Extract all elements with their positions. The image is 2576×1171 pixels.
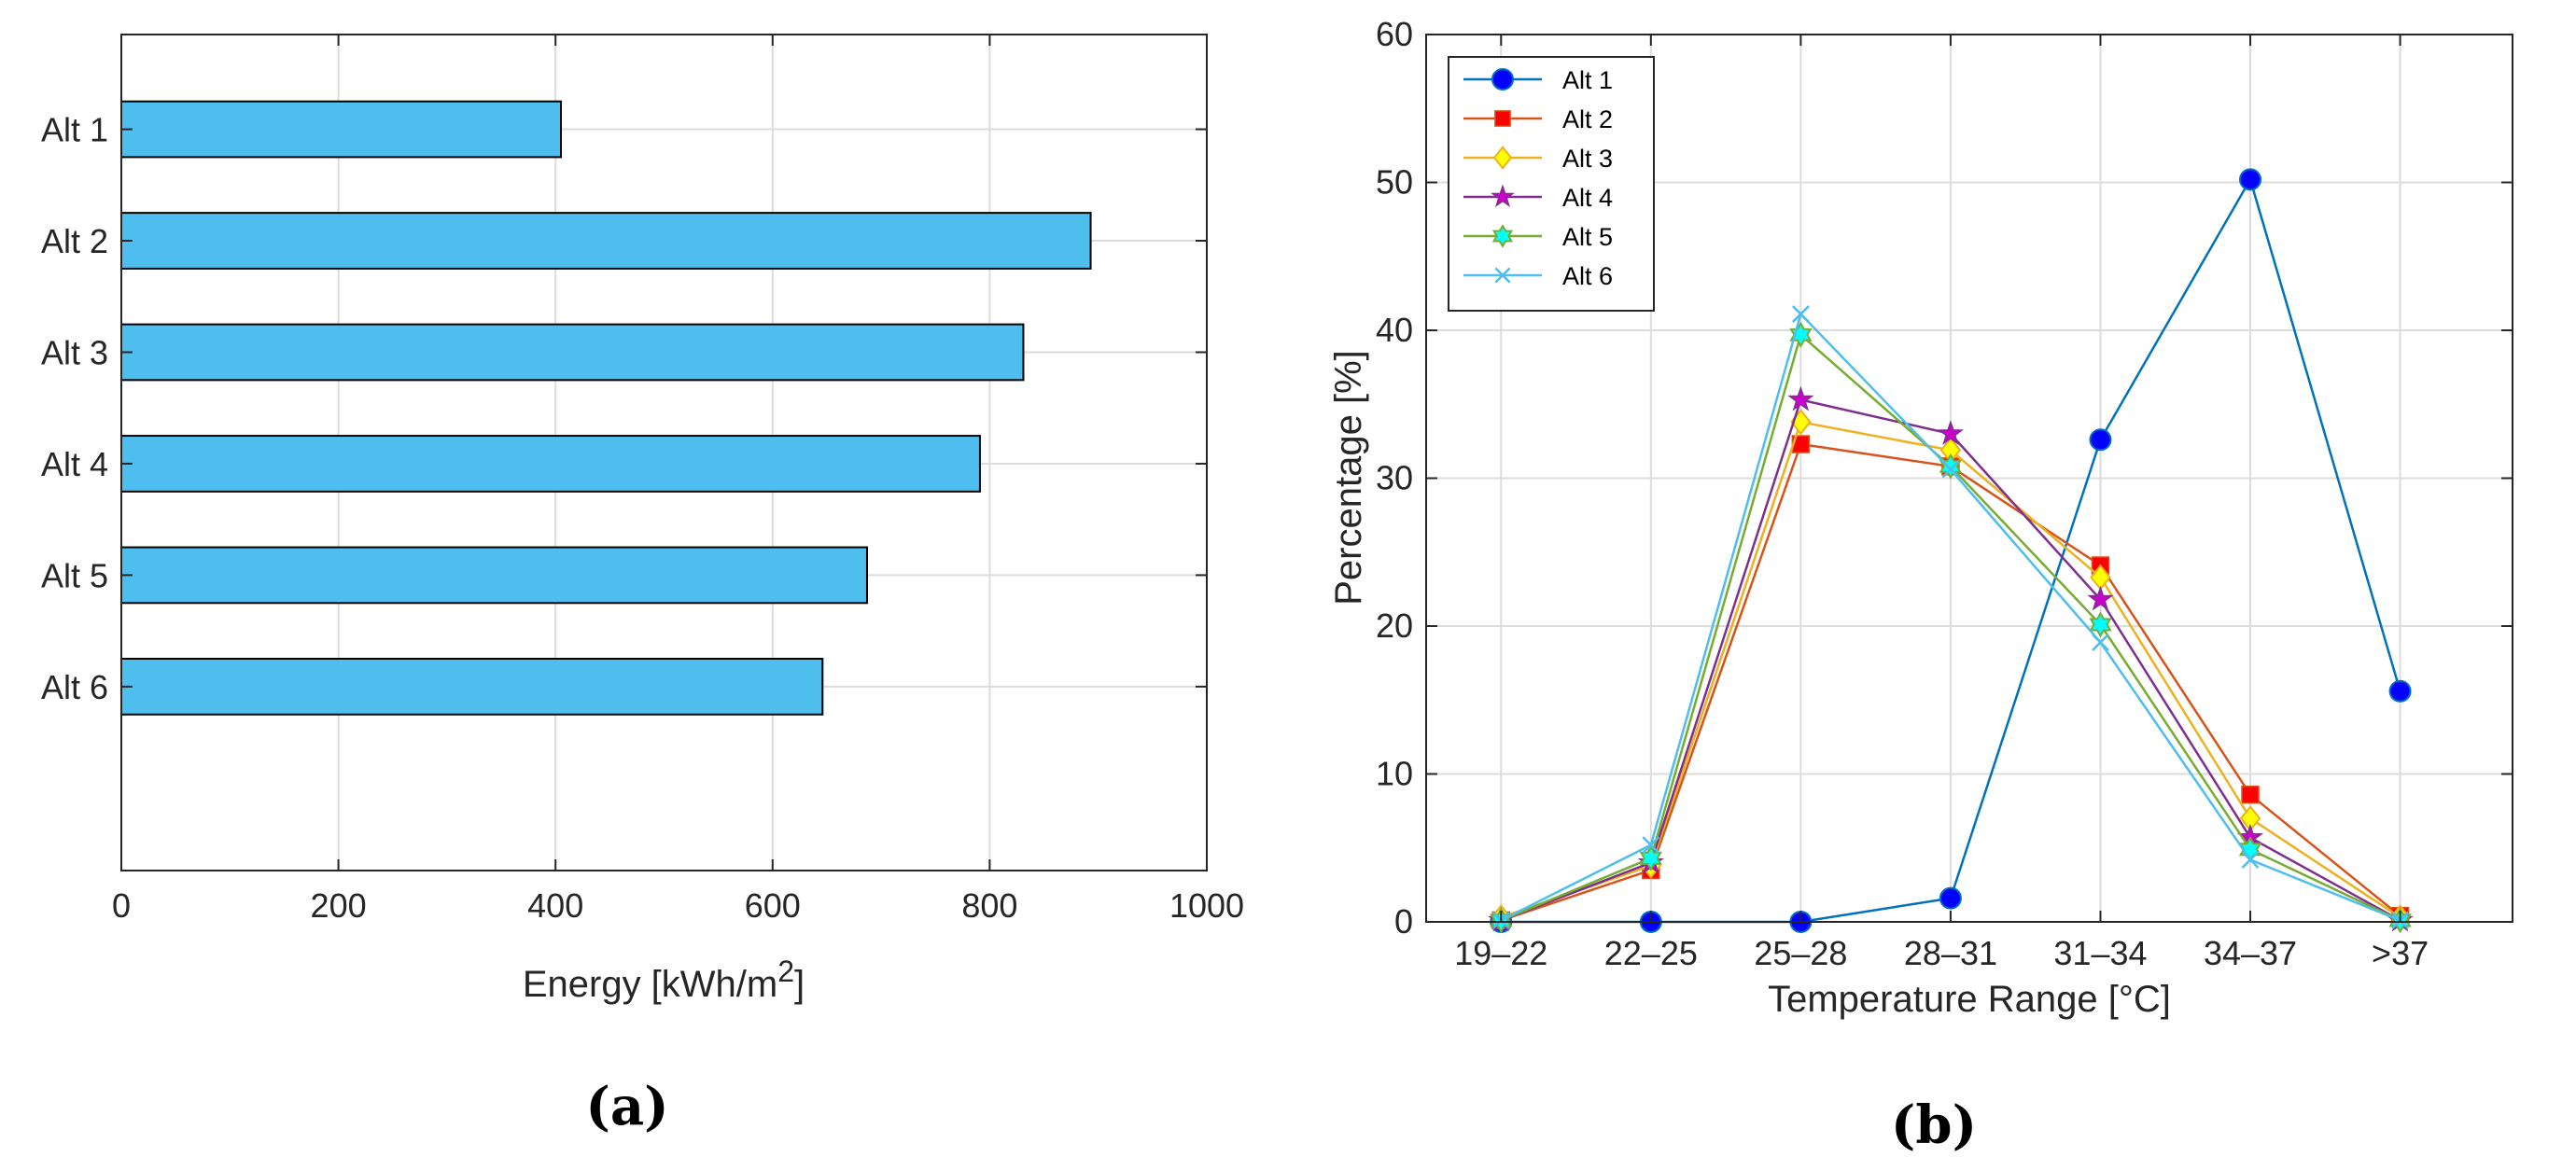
- y-tick-label: Alt 4: [41, 445, 108, 483]
- data-point-marker: [1639, 844, 1662, 871]
- data-point-marker: [1787, 385, 1814, 411]
- energy-bar-chart: 0 200 400 600 800 1000 Alt 1 Alt 2 Alt 3 Alt 4 Alt…: [41, 34, 1244, 1137]
- marker-stroke: [1791, 305, 1810, 323]
- y-tick-label: 40: [1376, 311, 1413, 349]
- line-chart-ticks: 0 10 20 30 40 50 60 19–22 22–25 25–28 28–31 31–34 34…: [1376, 15, 2513, 972]
- y-tick-label: Alt 3: [41, 333, 108, 371]
- y-tick-label: 0: [1394, 902, 1413, 941]
- data-point-marker: [1642, 836, 1660, 854]
- bar-chart-x-axis-label: Energy [kWh/m2]: [523, 955, 805, 1005]
- legend-entry: Alt 5: [1463, 223, 1613, 251]
- bar: [120, 546, 868, 605]
- x-tick-label: 22–25: [1604, 934, 1698, 972]
- legend-label: Alt 3: [1562, 145, 1613, 173]
- y-tick-label: 60: [1376, 15, 1413, 53]
- line-chart-x-axis-label: Temperature Range [°C]: [1768, 979, 2171, 1020]
- data-point-marker: [2241, 851, 2260, 869]
- y-tick-label: 50: [1376, 163, 1413, 202]
- panel-label-b: (b): [1891, 1094, 1977, 1156]
- data-point-marker: [2089, 611, 2112, 638]
- x-tick-label: 200: [311, 886, 367, 925]
- y-tick-label: Alt 2: [41, 222, 108, 260]
- marker-stroke: [1642, 836, 1660, 854]
- x-tick-label: 31–34: [2053, 934, 2147, 972]
- legend-label: Alt 5: [1562, 223, 1613, 251]
- data-point-marker: [1494, 267, 1511, 284]
- y-tick-label: 30: [1376, 459, 1413, 497]
- x-tick-label: 25–28: [1754, 934, 1847, 972]
- x-tick-label: 28–31: [1904, 934, 1997, 972]
- x-tick-label: 0: [112, 886, 131, 925]
- legend-entry: Alt 3: [1463, 145, 1613, 173]
- line-chart-legend: Alt 1 Alt 2 Alt 3 Alt 4 Alt 5 Alt 6: [1448, 56, 1655, 312]
- marker-stroke: [2092, 634, 2109, 651]
- marker-stroke: [1941, 460, 1960, 479]
- marker-stroke: [1494, 267, 1511, 284]
- x-tick-label: 1000: [1169, 886, 1244, 925]
- legend-entry: Alt 2: [1463, 105, 1613, 133]
- data-point-marker: [2092, 634, 2109, 651]
- data-point-marker: [2087, 585, 2114, 611]
- legend-label: Alt 4: [1562, 184, 1613, 212]
- data-point-marker: [1491, 184, 1515, 207]
- legend-entry: Alt 4: [1463, 184, 1613, 212]
- bar-chart-frame: [120, 34, 1208, 871]
- panel-label-a: (a): [585, 1076, 668, 1137]
- data-point-marker: [1491, 224, 1514, 248]
- bar-chart-bars: [120, 100, 1092, 716]
- bar: [120, 435, 981, 493]
- data-point-marker: [1939, 886, 1962, 910]
- legend-entry: Alt 1: [1463, 66, 1613, 94]
- x-tick-label: >37: [2372, 934, 2429, 972]
- x-tick-label: 19–22: [1454, 934, 1547, 972]
- legend-box: [1448, 56, 1655, 312]
- legend-label: Alt 1: [1562, 66, 1613, 94]
- series-alt-5: [1490, 321, 2412, 934]
- bar: [120, 323, 1025, 382]
- data-point-marker: [1491, 68, 1514, 91]
- bar: [120, 658, 824, 716]
- marker-stroke: [2241, 851, 2260, 869]
- bar: [120, 212, 1092, 270]
- line-chart-y-axis-label: Percentage [%]: [1328, 350, 1369, 606]
- data-point-marker: [2388, 679, 2412, 703]
- y-tick-label: 20: [1376, 606, 1413, 645]
- y-tick-label: Alt 6: [41, 668, 108, 706]
- data-point-marker: [1494, 110, 1511, 127]
- data-point-marker: [1791, 305, 1810, 323]
- legend-label: Alt 2: [1562, 105, 1613, 133]
- data-point-marker: [1492, 146, 1513, 170]
- temperature-line-chart: 0 10 20 30 40 50 60 19–22 22–25 25–28 28–31 31–34 34…: [1328, 15, 2513, 1156]
- x-tick-label: 34–37: [2204, 934, 2297, 972]
- x-tick-label: 800: [961, 886, 1017, 925]
- data-point-marker: [1941, 460, 1960, 479]
- bar-chart-ticks: 0 200 400 600 800 1000 Alt 1 Alt 2 Alt 3 Alt 4 Alt…: [41, 35, 1244, 925]
- bar: [120, 100, 563, 159]
- y-tick-label: Alt 1: [41, 111, 108, 149]
- y-tick-label: Alt 5: [41, 556, 108, 594]
- data-point-marker: [1937, 420, 1964, 445]
- data-point-marker: [2239, 168, 2262, 191]
- data-point-marker: [2089, 428, 2112, 452]
- legend-entry: Alt 6: [1463, 262, 1613, 290]
- x-tick-label: 600: [745, 886, 801, 925]
- legend-label: Alt 6: [1562, 262, 1613, 290]
- x-tick-label: 400: [527, 886, 583, 925]
- y-tick-label: 10: [1376, 755, 1413, 793]
- data-point-marker: [2241, 785, 2260, 804]
